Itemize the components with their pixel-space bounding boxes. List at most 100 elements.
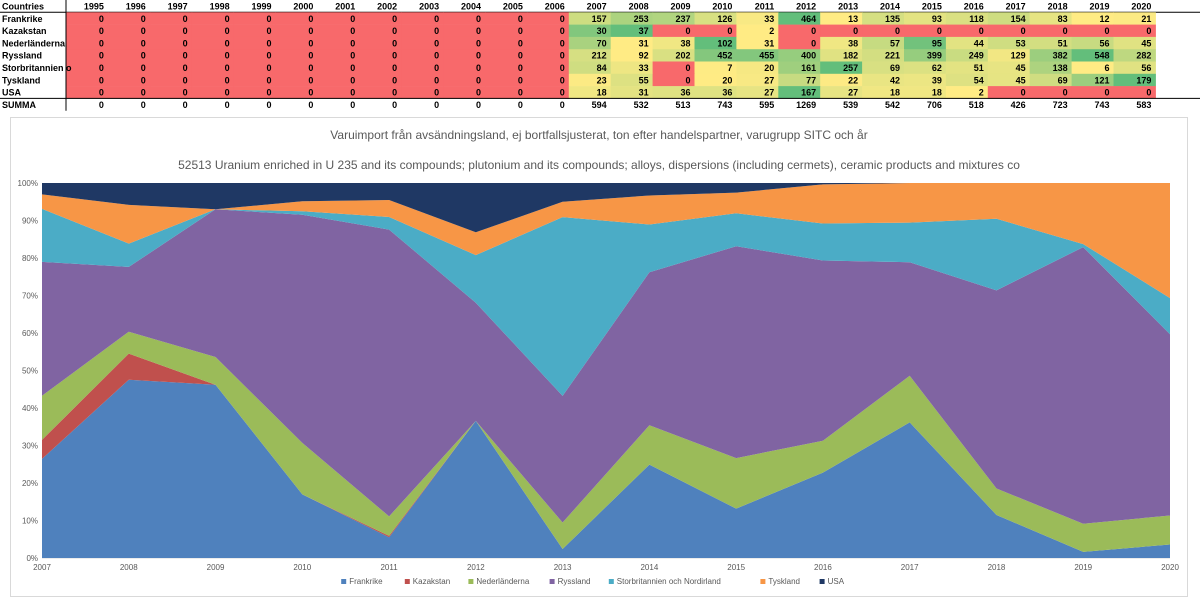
x-tick-label: 2010 [293,563,311,572]
x-tick-label: 2011 [380,563,398,572]
heat-cell [1071,49,1114,62]
cell-value: 44 [974,38,984,48]
heat-cell [149,73,193,87]
cell-value: 0 [1146,26,1151,36]
cell-value: 36 [722,88,732,98]
cell-value: 0 [476,14,481,24]
cell-value: 0 [225,14,230,24]
heat-cell [568,73,612,87]
cell-value: 0 [141,38,146,48]
heat-cell [359,12,402,25]
cell-value: 27 [764,88,774,98]
cell-value: 18 [597,88,607,98]
cell-value: 0 [99,88,104,98]
area-series-usa [42,183,1170,233]
heat-cell [1029,36,1073,50]
cell-value: 0 [308,14,313,24]
cell-value: 102 [717,38,732,48]
cell-value: 121 [1094,75,1109,85]
cell-value: 0 [476,88,481,98]
y-tick-label: 90% [22,217,38,226]
heat-cell [652,36,695,50]
cell-value: 182 [843,51,858,61]
heat-cell [987,73,1031,87]
cell-value: 455 [759,51,774,61]
cell-value: 36 [680,88,690,98]
heat-cell [1029,73,1073,87]
heat-cell [694,49,737,62]
heat-cell [862,73,905,87]
cell-value: 0 [518,38,523,48]
cell-value: 20 [722,75,732,85]
table-header-label: Countries [2,2,44,12]
sum-value: 1269 [796,100,816,110]
cell-value: 167 [801,88,816,98]
cell-value: 33 [639,63,649,73]
heat-cell [191,86,235,99]
cell-value: 0 [476,26,481,36]
heat-cell [568,12,612,25]
heat-cell [568,61,612,75]
cell-value: 70 [597,38,607,48]
x-tick-label: 2015 [727,563,745,572]
cell-value: 0 [225,38,230,48]
cell-value: 93 [932,14,942,24]
cell-value: 257 [843,63,858,73]
year-header: 2003 [419,2,439,12]
cell-value: 45 [1016,63,1026,73]
cell-value: 0 [1021,88,1026,98]
cell-value: 0 [350,14,355,24]
heat-cell [191,73,235,87]
heat-cell [149,61,193,75]
year-header: 1995 [84,2,104,12]
heat-cell [401,86,444,99]
heat-cell [945,61,989,75]
year-header: 2016 [964,2,984,12]
cell-value: 0 [266,88,271,98]
heat-cell [233,12,276,25]
heat-cell [862,86,905,99]
heat-cell [610,24,654,38]
heat-cell [610,12,654,25]
heat-cell [107,73,151,87]
heat-cell [568,49,612,62]
year-header: 2004 [461,2,481,12]
heat-cell [485,73,528,87]
heat-cell [66,24,109,38]
heat-cell [443,12,486,25]
year-header: 1999 [251,2,271,12]
heat-cell [1029,49,1073,62]
cell-value: 0 [476,38,481,48]
cell-value: 84 [597,63,607,73]
heat-cell [275,86,318,99]
cell-value: 0 [99,26,104,36]
x-tick-label: 2018 [988,563,1006,572]
sum-value: 706 [927,100,942,110]
year-header: 2010 [712,2,732,12]
heat-cell [904,86,947,99]
heat-cell [862,36,905,50]
cell-value: 0 [392,38,397,48]
year-header: 2019 [1089,2,1109,12]
heat-cell [443,86,486,99]
cell-value: 179 [1136,75,1151,85]
heat-cell [736,86,779,99]
legend-entry: Ryssland [558,577,591,586]
cell-value: 129 [1011,51,1026,61]
heat-cell [945,12,989,25]
cell-value: 0 [225,75,230,85]
legend-swatch [819,579,825,584]
cell-value: 51 [974,63,984,73]
heat-cell [610,86,654,99]
heat-cell [191,49,235,62]
cell-value: 51 [1058,38,1068,48]
cell-value: 0 [434,14,439,24]
cell-value: 0 [141,26,146,36]
heat-cell [610,61,654,75]
legend-swatch [341,579,347,584]
cell-value: 0 [434,63,439,73]
heat-cell [66,61,109,75]
year-header: 2008 [629,2,649,12]
cell-value: 0 [141,14,146,24]
cell-value: 31 [639,38,649,48]
